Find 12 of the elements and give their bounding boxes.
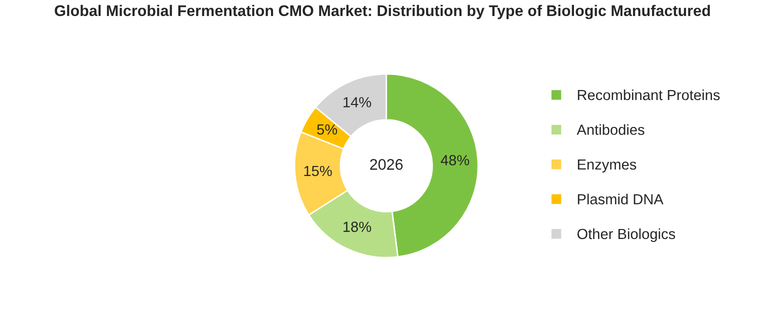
- data-label: 18%: [344, 222, 372, 232]
- legend-label: Recombinant Proteins: [578, 89, 720, 100]
- legend-label: Antibodies: [576, 124, 644, 135]
- data-label: 5%: [317, 124, 338, 135]
- data-label: 48%: [440, 155, 470, 166]
- legend-label: Plasmid DNA: [578, 194, 664, 204]
- data-label: 14%: [344, 97, 372, 108]
- legend-label: Other Biologics: [577, 228, 676, 242]
- legend-label: Enzymes: [578, 159, 636, 173]
- text: 2026: [370, 159, 403, 170]
- chart-title: Global Microbial Fermentation CMO Market: Distribution by Type of Biologic Manufactured: [54, 4, 710, 20]
- data-label: 15%: [304, 166, 332, 176]
